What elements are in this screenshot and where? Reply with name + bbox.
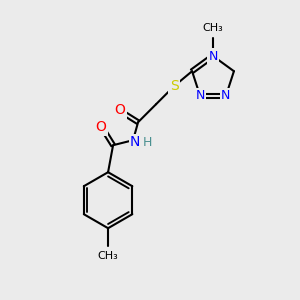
Text: N: N xyxy=(221,89,231,102)
Text: N: N xyxy=(195,89,205,102)
Text: N: N xyxy=(130,135,140,149)
Text: O: O xyxy=(96,120,106,134)
Text: H: H xyxy=(142,136,152,149)
Text: N: N xyxy=(208,50,218,62)
Text: CH₃: CH₃ xyxy=(202,23,224,33)
Text: O: O xyxy=(115,103,125,117)
Text: CH₃: CH₃ xyxy=(98,251,118,261)
Text: S: S xyxy=(170,79,178,93)
